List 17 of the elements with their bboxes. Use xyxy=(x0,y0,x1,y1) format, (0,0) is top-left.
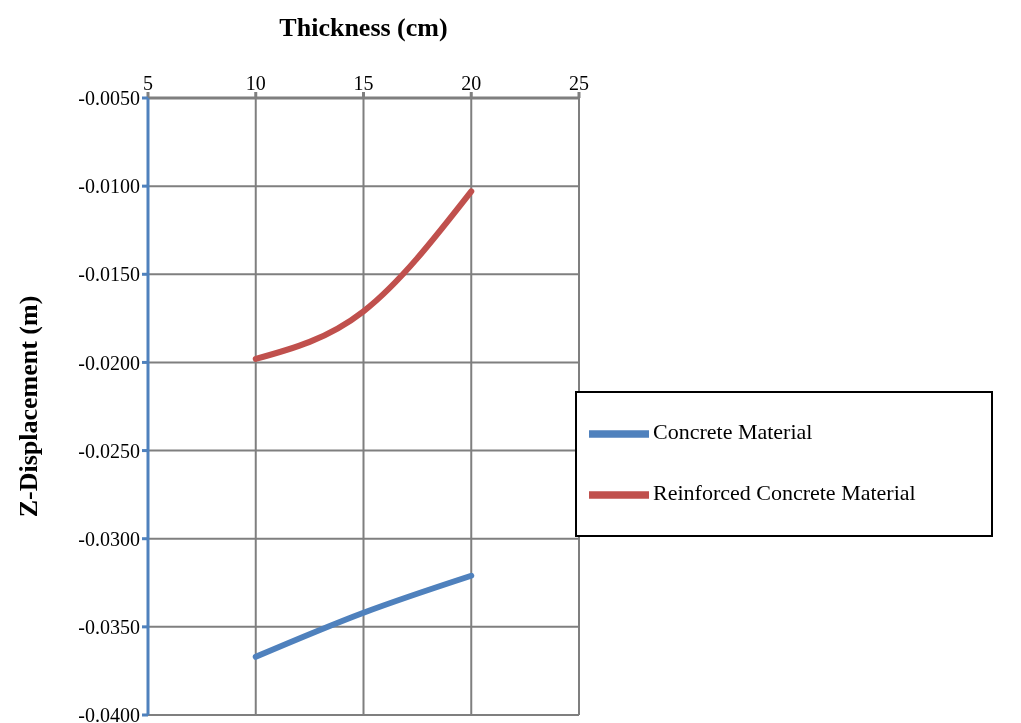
x-tick-label: 15 xyxy=(353,72,374,94)
y-axis-title: Z-Displacement (m) xyxy=(14,295,44,518)
y-tick-label: -0.0100 xyxy=(78,175,140,198)
y-tick-label: -0.0300 xyxy=(78,527,140,550)
y-tick-label: -0.0350 xyxy=(78,615,140,638)
y-tick-label: -0.0400 xyxy=(78,704,140,723)
legend-label: Concrete Material xyxy=(653,419,813,444)
y-tick-label: -0.0050 xyxy=(78,87,140,110)
x-tick-label: 10 xyxy=(245,72,266,94)
x-tick-label: 20 xyxy=(461,72,482,94)
x-tick-label: 5 xyxy=(143,72,153,94)
x-tick-label: 25 xyxy=(569,72,589,94)
y-tick-label: -0.0200 xyxy=(78,351,140,374)
y-tick-label: -0.0150 xyxy=(78,263,140,286)
legend-label: Reinforced Concrete Material xyxy=(653,479,916,505)
x-axis-title: Thickness (cm) xyxy=(279,13,448,43)
y-tick-label: -0.0250 xyxy=(78,439,140,462)
